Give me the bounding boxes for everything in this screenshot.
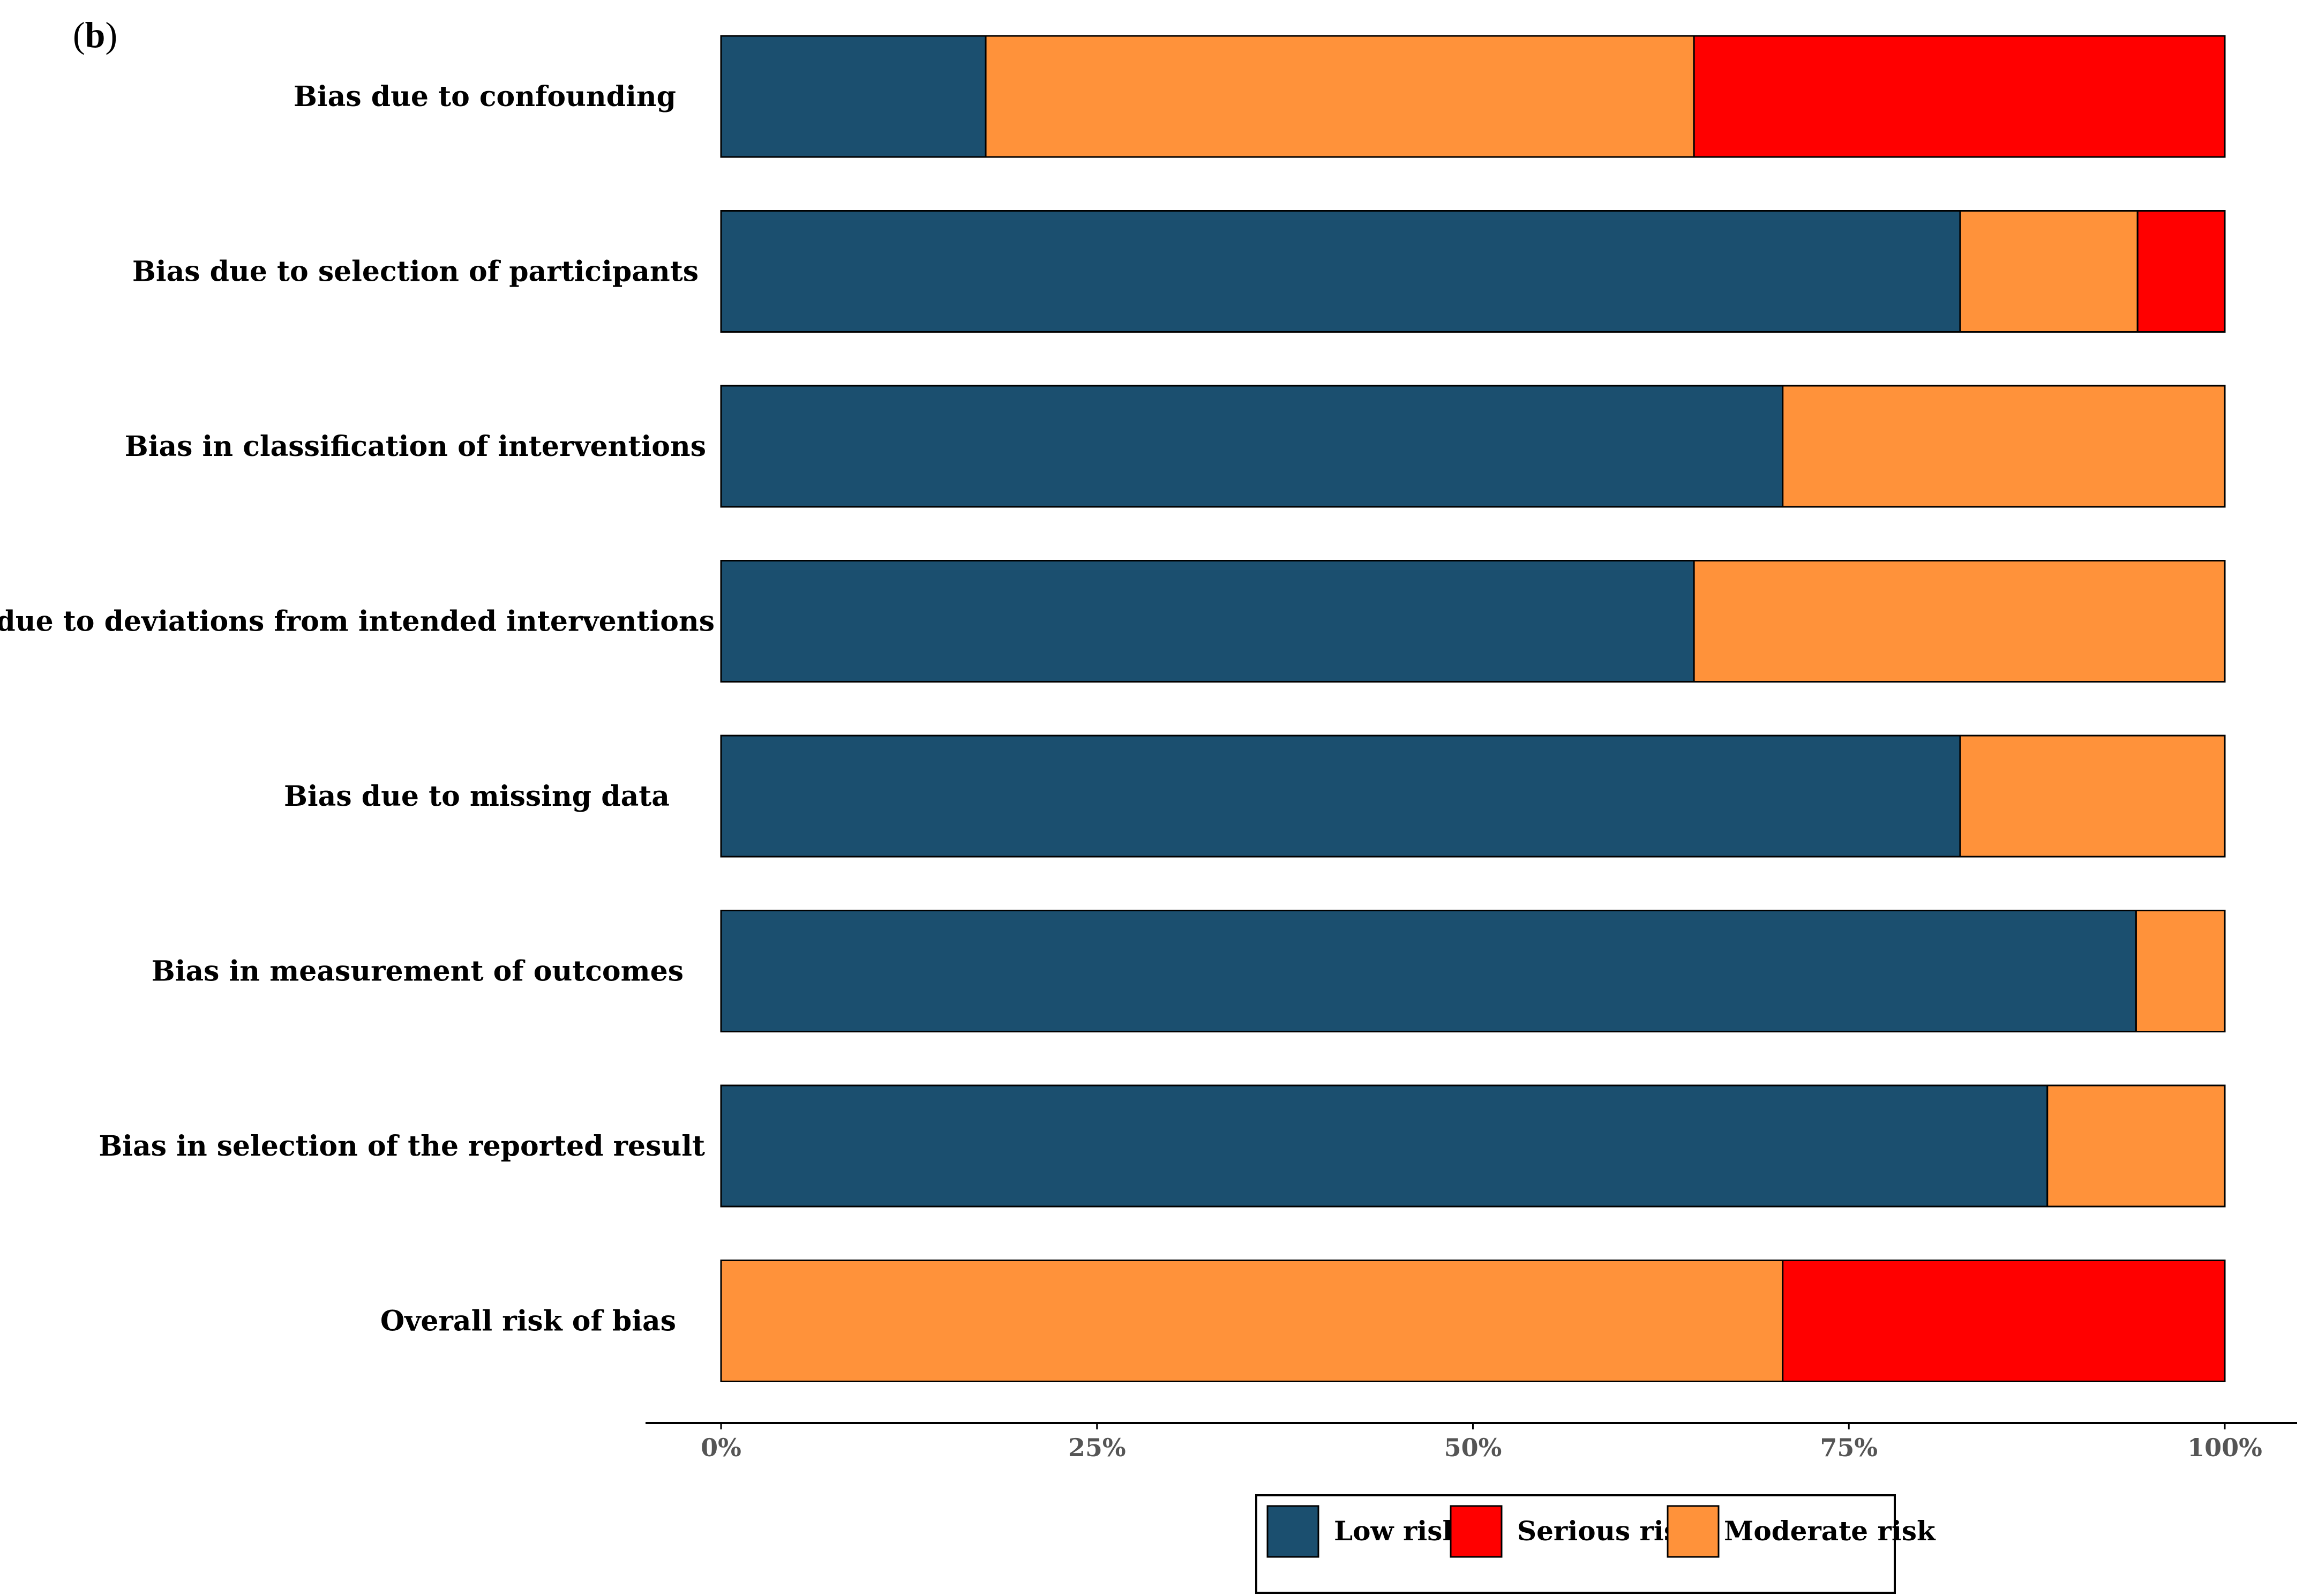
category-label-bias-in-measurement-of-outcomes: Bias in measurement of outcomes bbox=[152, 955, 684, 988]
bar-segment-low-risk-bias-in-classification-of-interventions bbox=[720, 385, 1784, 508]
x-axis-ticks: 0% 25% 50% 75% 100% bbox=[701, 1423, 2262, 1462]
bar-segment-low-risk-bias-due-to-confounding bbox=[720, 35, 987, 158]
bar-segment-serious-risk-bias-due-to-confounding bbox=[1693, 35, 2226, 158]
panel-label-close: ) bbox=[105, 14, 117, 55]
bar-segment-low-risk-bias-due-to-selection-of-participants bbox=[720, 210, 1961, 333]
legend-swatch-low-risk bbox=[1266, 1505, 1319, 1558]
x-tick-label-0: 0% bbox=[701, 1433, 741, 1462]
bar-segment-moderate-risk-bias-due-to-confounding bbox=[985, 35, 1695, 158]
bar-segment-moderate-risk-overall-risk-of-bias bbox=[720, 1260, 1784, 1382]
x-tick-label-75: 75% bbox=[1820, 1433, 1878, 1462]
category-label-bias-in-selection-of-the-reported-result: Bias in selection of the reported result bbox=[99, 1130, 705, 1163]
panel-label: (b) bbox=[73, 14, 117, 55]
bar-segment-serious-risk-bias-due-to-selection-of-participants bbox=[2136, 210, 2226, 333]
legend-box bbox=[1255, 1494, 1896, 1594]
bar-segment-moderate-risk-bias-in-selection-of-the-reported-result bbox=[2046, 1084, 2226, 1208]
legend-swatch-moderate-risk bbox=[1667, 1505, 1720, 1558]
legend: Low risk Serious risk Moderate risk bbox=[1255, 1494, 1936, 1594]
bar-segment-moderate-risk-bias-in-classification-of-interventions bbox=[1782, 385, 2226, 508]
bar-segment-moderate-risk-bias-due-to-deviations-from-intended-interventions bbox=[1693, 560, 2226, 683]
category-label-bias-due-to-missing-data: Bias due to missing data bbox=[284, 780, 670, 813]
x-tick-label-25: 25% bbox=[1068, 1433, 1126, 1462]
category-label-overall-risk-of-bias: Overall risk of bias bbox=[380, 1305, 676, 1338]
bar-segment-low-risk-bias-due-to-missing-data bbox=[720, 735, 1961, 858]
category-label-bias-due-to-confounding: Bias due to confounding bbox=[294, 80, 676, 113]
bar-segment-moderate-risk-bias-due-to-selection-of-participants bbox=[1959, 210, 2139, 333]
panel-label-letter: b bbox=[85, 14, 106, 55]
bar-segment-moderate-risk-bias-in-measurement-of-outcomes bbox=[2135, 910, 2226, 1032]
category-label-bias-due-to-deviations-from-intended-interventions: Bias due to deviations from intended int… bbox=[0, 605, 715, 638]
bar-segment-low-risk-bias-due-to-deviations-from-intended-interventions bbox=[720, 560, 1695, 683]
legend-swatch-serious-risk bbox=[1450, 1505, 1503, 1558]
x-tick-label-100: 100% bbox=[2187, 1433, 2262, 1462]
category-labels: Bias due to confounding Bias due to selec… bbox=[0, 80, 715, 1338]
bar-segment-moderate-risk-bias-due-to-missing-data bbox=[1959, 735, 2226, 858]
legend-label-low-risk: Low risk bbox=[1334, 1515, 1461, 1547]
category-label-bias-due-to-selection-of-participants: Bias due to selection of participants bbox=[132, 256, 699, 288]
x-tick-label-50: 50% bbox=[1444, 1433, 1502, 1462]
bar-segment-serious-risk-overall-risk-of-bias bbox=[1782, 1260, 2226, 1382]
bar-segment-low-risk-bias-in-selection-of-the-reported-result bbox=[720, 1084, 2049, 1208]
bar-segment-low-risk-bias-in-measurement-of-outcomes bbox=[720, 910, 2137, 1032]
panel-label-open: ( bbox=[73, 14, 85, 55]
bars-group bbox=[720, 35, 2226, 1382]
legend-label-moderate-risk: Moderate risk bbox=[1724, 1515, 1936, 1547]
category-label-bias-in-classification-of-interventions: Bias in classification of interventions bbox=[125, 430, 706, 463]
